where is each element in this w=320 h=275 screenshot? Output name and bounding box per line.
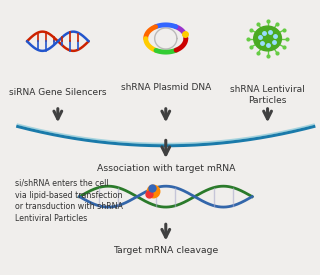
Text: si/shRNA enters the cell
via lipid-based transfection
or transduction with shRNA: si/shRNA enters the cell via lipid-based… — [15, 179, 123, 223]
Text: siRNA Gene Silencers: siRNA Gene Silencers — [9, 88, 107, 97]
Circle shape — [254, 26, 282, 51]
Text: Association with target mRNA: Association with target mRNA — [97, 164, 235, 173]
Text: shRNA Plasmid DNA: shRNA Plasmid DNA — [121, 82, 211, 92]
Text: Target mRNA cleavage: Target mRNA cleavage — [113, 246, 219, 255]
Text: shRNA Lentiviral
Particles: shRNA Lentiviral Particles — [230, 85, 305, 105]
